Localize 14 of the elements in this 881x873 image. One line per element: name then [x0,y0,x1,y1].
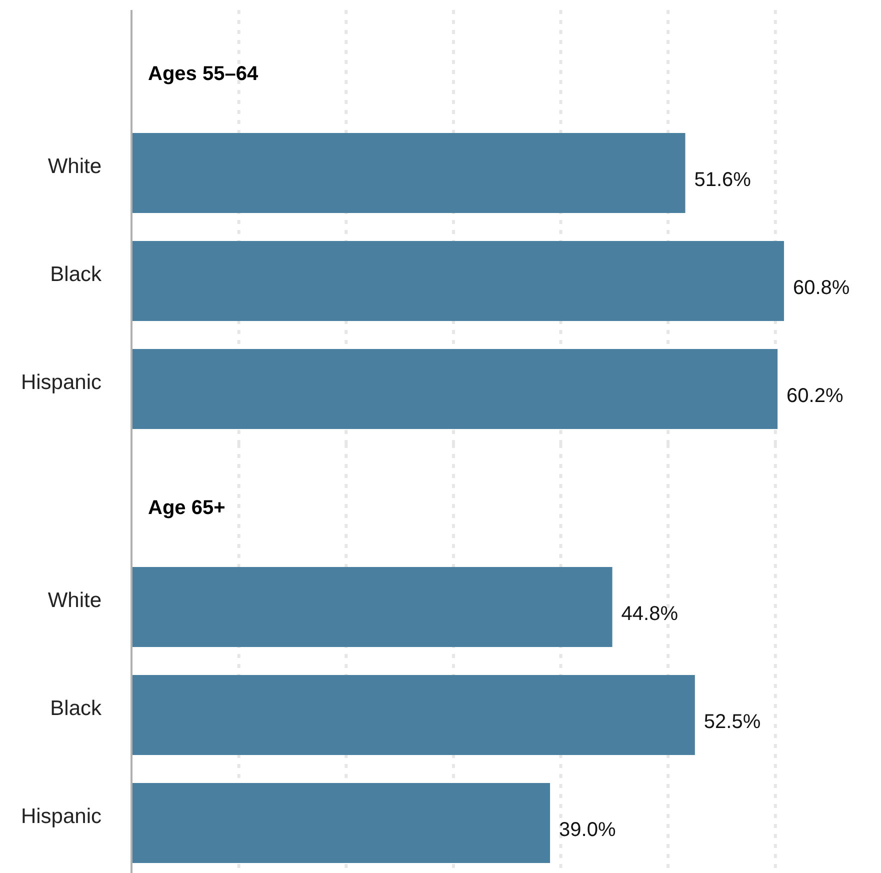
data-label: 51.6% [694,169,752,191]
y-tick-label: Hispanic [20,804,102,828]
chart-title: Ages 55–64 [148,63,259,85]
y-tick-label: White [48,154,102,178]
data-label: 44.8% [621,603,678,625]
y-tick-label: White [48,588,102,612]
data-label: 60.2% [786,385,844,407]
y-tick-label: Black [50,262,102,286]
data-label: 39.0% [559,819,616,841]
data-label: 52.5% [704,711,761,733]
chart-title: Age 65+ [148,497,226,519]
y-tick-label: Hispanic [20,370,102,394]
y-tick-label: Black [50,696,102,720]
data-label: 60.8% [792,277,850,299]
